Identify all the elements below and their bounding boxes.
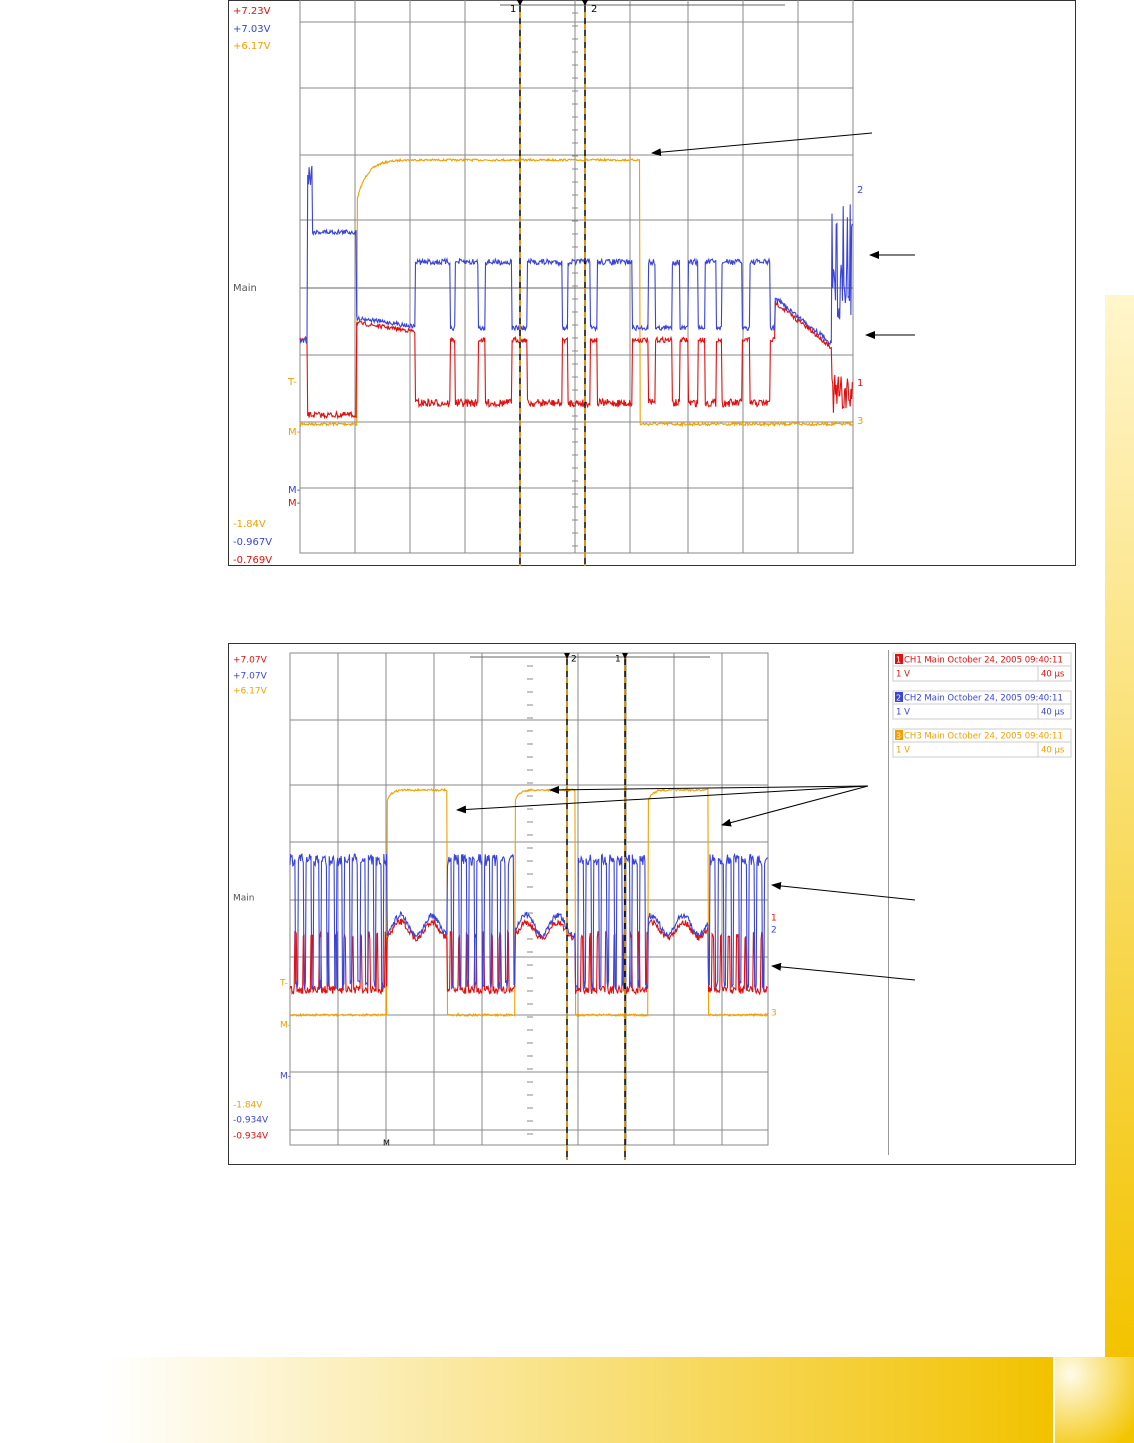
center-label: Main	[233, 283, 257, 294]
marker: T-	[279, 979, 288, 989]
waveform	[299, 300, 853, 420]
channel-tag: 3	[771, 1009, 777, 1019]
range-label: +7.07V	[233, 672, 268, 682]
marker: M-	[288, 427, 301, 438]
cursor-label: 2	[571, 655, 577, 665]
cursor-label: 2	[591, 4, 597, 15]
marker: T-	[287, 377, 297, 388]
channel-tag: 1	[857, 378, 863, 389]
scope-grid	[299, 0, 854, 554]
center-label: Main	[233, 894, 255, 904]
scope-frame	[228, 0, 1076, 566]
legend-time: 40 µs	[1041, 746, 1065, 756]
marker: M-	[280, 1021, 291, 1031]
range-label: -0.967V	[233, 537, 272, 548]
marker: M-	[280, 1072, 291, 1082]
range-label: +6.17V	[233, 687, 268, 697]
range-label: +7.07V	[233, 656, 268, 666]
cursor-handle	[622, 653, 628, 659]
bottom-band	[105, 1357, 1053, 1443]
marker: M-	[288, 498, 301, 509]
waveform	[289, 787, 768, 1018]
legend-tag: 2	[896, 694, 901, 703]
range-label: +6.17V	[233, 41, 271, 52]
waveform	[299, 165, 853, 346]
marker: M-	[288, 485, 301, 496]
channel-tag: 2	[771, 926, 777, 936]
legend-time: 40 µs	[1041, 708, 1065, 718]
legend-title: CH3 Main October 24, 2005 09:40:11	[904, 732, 1063, 742]
channel-legend: 1 CH1 Main October 24, 2005 09:40:11 1 V 40…	[892, 652, 1072, 758]
grid-frame	[299, 0, 854, 554]
legend-scale: 1 V	[896, 670, 910, 680]
scope-frame	[228, 643, 1076, 1165]
legend-tag: 1	[896, 656, 901, 665]
cursor-label: 1	[615, 655, 621, 665]
legend-tag: 3	[896, 732, 901, 741]
annotation-arrows	[651, 132, 915, 339]
range-label: +7.03V	[233, 24, 271, 35]
marker: M	[383, 1139, 390, 1148]
range-label: -1.84V	[233, 519, 266, 530]
cursor-handle	[582, 0, 588, 6]
waveform	[289, 852, 768, 991]
side-bar	[1105, 295, 1134, 1357]
cursor-handle	[564, 653, 570, 659]
legend-tag-box	[895, 654, 903, 664]
range-label: -1.84V	[233, 1101, 263, 1111]
legend-scale: 1 V	[896, 708, 910, 718]
legend-box	[892, 690, 1072, 720]
legend-tag-box	[895, 730, 903, 740]
legend-title: CH1 Main October 24, 2005 09:40:11	[904, 656, 1063, 666]
cursor-handle	[517, 0, 523, 6]
legend-time: 40 µs	[1041, 670, 1065, 680]
annotation-arrows	[456, 785, 916, 981]
channel-tag: 2	[857, 185, 863, 196]
cursor-label: 1	[510, 4, 516, 15]
range-label: -0.934V	[233, 1116, 269, 1126]
waveforms	[299, 0, 853, 566]
waveform	[289, 917, 768, 996]
legend-box	[892, 728, 1072, 758]
channel-tag: 3	[857, 416, 863, 427]
legend-box	[892, 652, 1072, 682]
range-label: -0.769V	[233, 555, 272, 566]
range-label: -0.934V	[233, 1132, 269, 1142]
scope-grid	[289, 652, 769, 1146]
waveforms	[289, 653, 768, 1160]
range-label: +7.23V	[233, 6, 271, 17]
corner-block	[1055, 1357, 1134, 1443]
legend-scale: 1 V	[896, 746, 910, 756]
legend-title: CH2 Main October 24, 2005 09:40:11	[904, 694, 1063, 704]
channel-tag: 1	[771, 914, 777, 924]
waveform	[299, 157, 853, 428]
legend-tag-box	[895, 692, 903, 702]
